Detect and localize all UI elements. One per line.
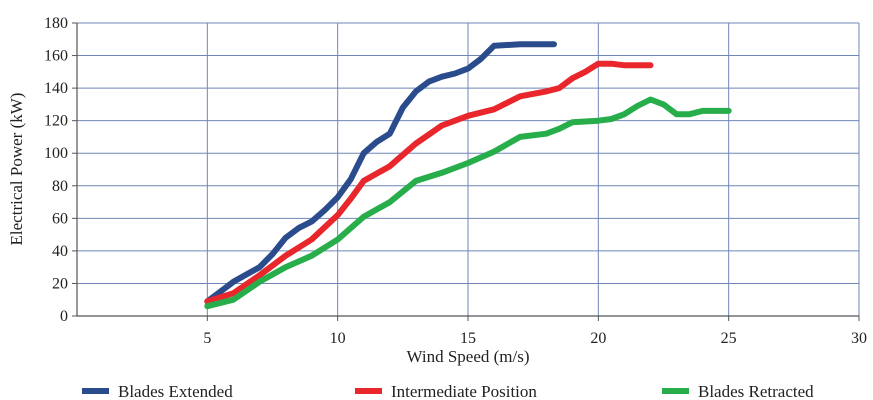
y-tick-label: 80 (52, 178, 68, 195)
y-axis-label: Electrical Power (kW) (7, 93, 26, 246)
x-tick-label: 25 (721, 330, 737, 347)
series-line-blades-extended (204, 41, 557, 305)
legend-label-blades-retracted: Blades Retracted (698, 382, 814, 400)
y-tick-label: 100 (44, 145, 68, 162)
series-line-blades-retracted (204, 96, 732, 310)
legend-item-blades-extended: Blades Extended (82, 382, 233, 400)
legend: Blades Extended Intermediate Position Bl… (82, 382, 814, 400)
y-tick-label: 160 (44, 48, 68, 65)
y-axis-ticks: 0 20 40 60 80 100 120 140 160 180 (44, 15, 77, 325)
series-lines (204, 41, 732, 310)
y-tick-label: 40 (52, 243, 68, 260)
x-tick-label: 15 (460, 330, 476, 347)
x-tick-label: 10 (330, 330, 346, 347)
x-axis-label: Wind Speed (m/s) (406, 347, 529, 366)
y-tick-label: 140 (44, 80, 68, 97)
x-tick-label: 5 (203, 330, 211, 347)
x-tick-label: 20 (590, 330, 606, 347)
x-tick-label: 30 (851, 330, 867, 347)
y-tick-label: 180 (44, 15, 68, 32)
axes (76, 23, 859, 317)
series-line-intermediate-position (204, 60, 654, 305)
legend-label-intermediate-position: Intermediate Position (391, 382, 537, 400)
legend-item-blades-retracted: Blades Retracted (662, 382, 814, 400)
y-tick-label: 20 (52, 275, 68, 292)
y-tick-label: 120 (44, 113, 68, 130)
y-tick-label: 60 (52, 210, 68, 227)
grid (77, 22, 860, 316)
legend-label-blades-extended: Blades Extended (118, 382, 233, 400)
x-axis-ticks: 5 10 15 20 25 30 (203, 316, 867, 347)
y-tick-label: 0 (60, 308, 68, 325)
legend-item-intermediate-position: Intermediate Position (355, 382, 537, 400)
